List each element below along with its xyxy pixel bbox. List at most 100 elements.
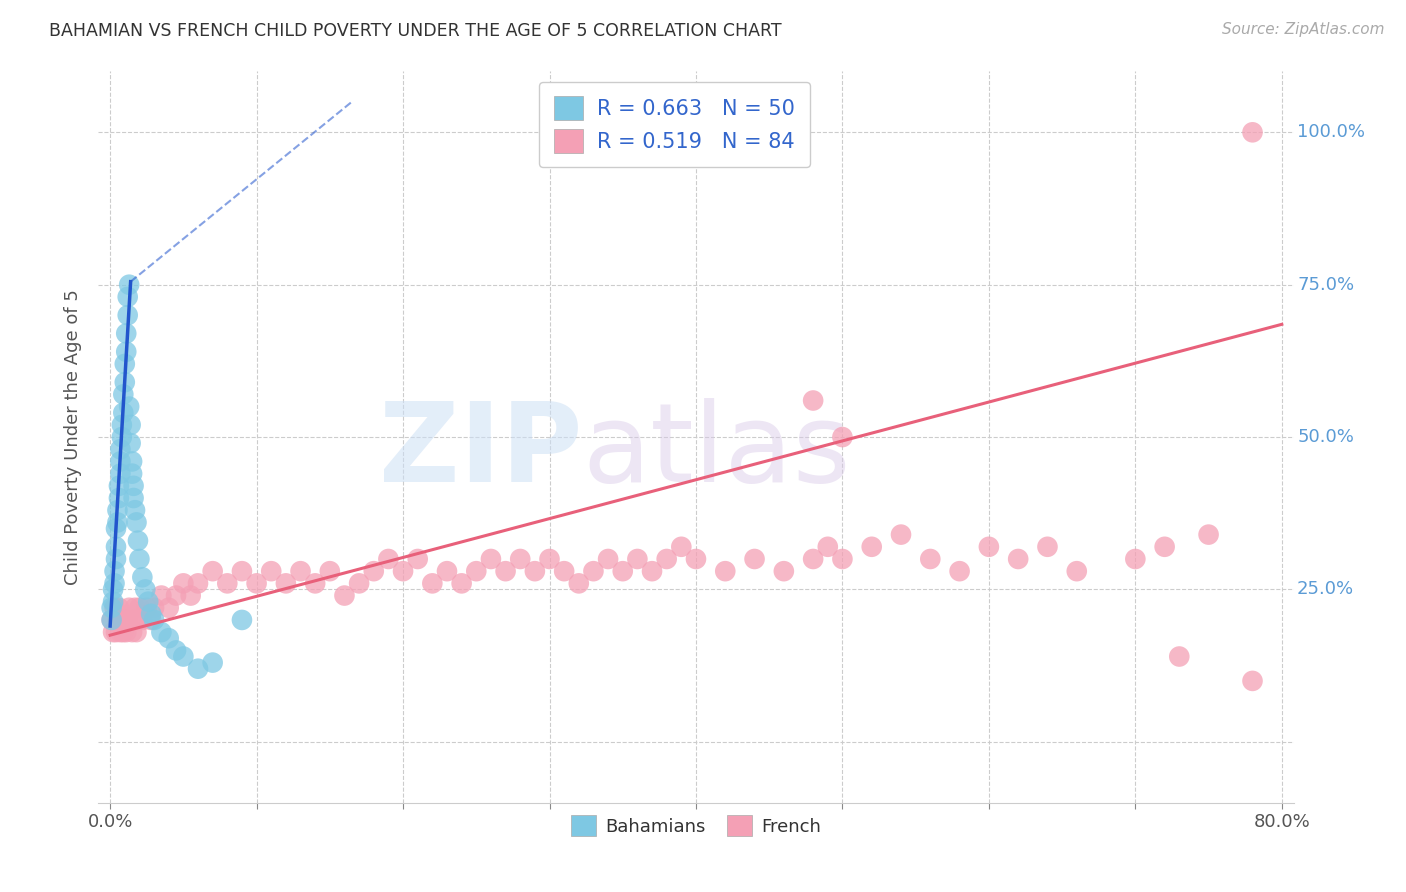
Point xyxy=(118,400,141,414)
Point xyxy=(108,600,131,615)
Point xyxy=(392,564,415,578)
Point xyxy=(1066,564,1088,578)
Point xyxy=(1125,552,1147,566)
Point xyxy=(124,503,146,517)
Point xyxy=(538,552,561,566)
Point xyxy=(110,454,132,468)
Point xyxy=(1007,552,1029,566)
Point xyxy=(172,649,194,664)
Point xyxy=(111,613,134,627)
Point xyxy=(127,533,149,548)
Point xyxy=(436,564,458,578)
Point xyxy=(479,552,502,566)
Point xyxy=(141,607,163,621)
Point xyxy=(1241,125,1264,139)
Point xyxy=(125,516,148,530)
Point xyxy=(105,540,128,554)
Point xyxy=(450,576,472,591)
Point xyxy=(131,613,153,627)
Point xyxy=(860,540,883,554)
Point xyxy=(110,467,132,481)
Point xyxy=(231,613,253,627)
Point xyxy=(290,564,312,578)
Point xyxy=(509,552,531,566)
Point xyxy=(553,564,575,578)
Point xyxy=(831,552,853,566)
Point xyxy=(107,503,129,517)
Point xyxy=(103,600,125,615)
Point xyxy=(274,576,297,591)
Point xyxy=(107,613,129,627)
Point xyxy=(831,430,853,444)
Point xyxy=(143,613,166,627)
Point xyxy=(347,576,370,591)
Point xyxy=(103,576,125,591)
Point xyxy=(110,625,132,640)
Point xyxy=(377,552,399,566)
Point xyxy=(117,290,139,304)
Point xyxy=(465,564,488,578)
Point xyxy=(125,625,148,640)
Point xyxy=(115,326,138,341)
Point xyxy=(100,613,122,627)
Point xyxy=(773,564,796,578)
Point xyxy=(523,564,546,578)
Point xyxy=(120,417,142,432)
Point xyxy=(112,625,135,640)
Point xyxy=(641,564,664,578)
Point xyxy=(111,417,134,432)
Point xyxy=(135,600,157,615)
Point xyxy=(121,625,143,640)
Point xyxy=(115,625,138,640)
Point xyxy=(122,613,145,627)
Point xyxy=(201,564,224,578)
Point xyxy=(114,376,136,390)
Point xyxy=(671,540,693,554)
Point xyxy=(107,516,129,530)
Point xyxy=(105,521,128,535)
Point xyxy=(568,576,591,591)
Point xyxy=(801,552,824,566)
Point xyxy=(582,564,605,578)
Point xyxy=(172,576,194,591)
Point xyxy=(363,564,385,578)
Point xyxy=(121,467,143,481)
Point xyxy=(817,540,839,554)
Point xyxy=(304,576,326,591)
Point xyxy=(977,540,1000,554)
Point xyxy=(131,570,153,584)
Point xyxy=(157,632,180,646)
Point xyxy=(101,594,124,608)
Y-axis label: Child Poverty Under the Age of 5: Child Poverty Under the Age of 5 xyxy=(65,289,83,585)
Point xyxy=(122,479,145,493)
Text: BAHAMIAN VS FRENCH CHILD POVERTY UNDER THE AGE OF 5 CORRELATION CHART: BAHAMIAN VS FRENCH CHILD POVERTY UNDER T… xyxy=(49,22,782,40)
Legend: Bahamians, French: Bahamians, French xyxy=(558,803,834,848)
Point xyxy=(141,613,163,627)
Point xyxy=(112,387,135,401)
Point xyxy=(246,576,269,591)
Point xyxy=(118,277,141,292)
Point xyxy=(1241,673,1264,688)
Point xyxy=(890,527,912,541)
Point xyxy=(626,552,648,566)
Point xyxy=(110,442,132,457)
Point xyxy=(655,552,678,566)
Point xyxy=(114,613,136,627)
Point xyxy=(105,552,128,566)
Point xyxy=(120,436,142,450)
Point xyxy=(495,564,517,578)
Point xyxy=(333,589,356,603)
Point xyxy=(111,430,134,444)
Point xyxy=(231,564,253,578)
Point xyxy=(744,552,766,566)
Point xyxy=(143,600,166,615)
Point xyxy=(1036,540,1059,554)
Point xyxy=(150,589,173,603)
Point xyxy=(612,564,634,578)
Point xyxy=(319,564,342,578)
Text: 25.0%: 25.0% xyxy=(1298,581,1354,599)
Point xyxy=(108,479,131,493)
Point xyxy=(260,564,283,578)
Point xyxy=(187,576,209,591)
Point xyxy=(118,600,141,615)
